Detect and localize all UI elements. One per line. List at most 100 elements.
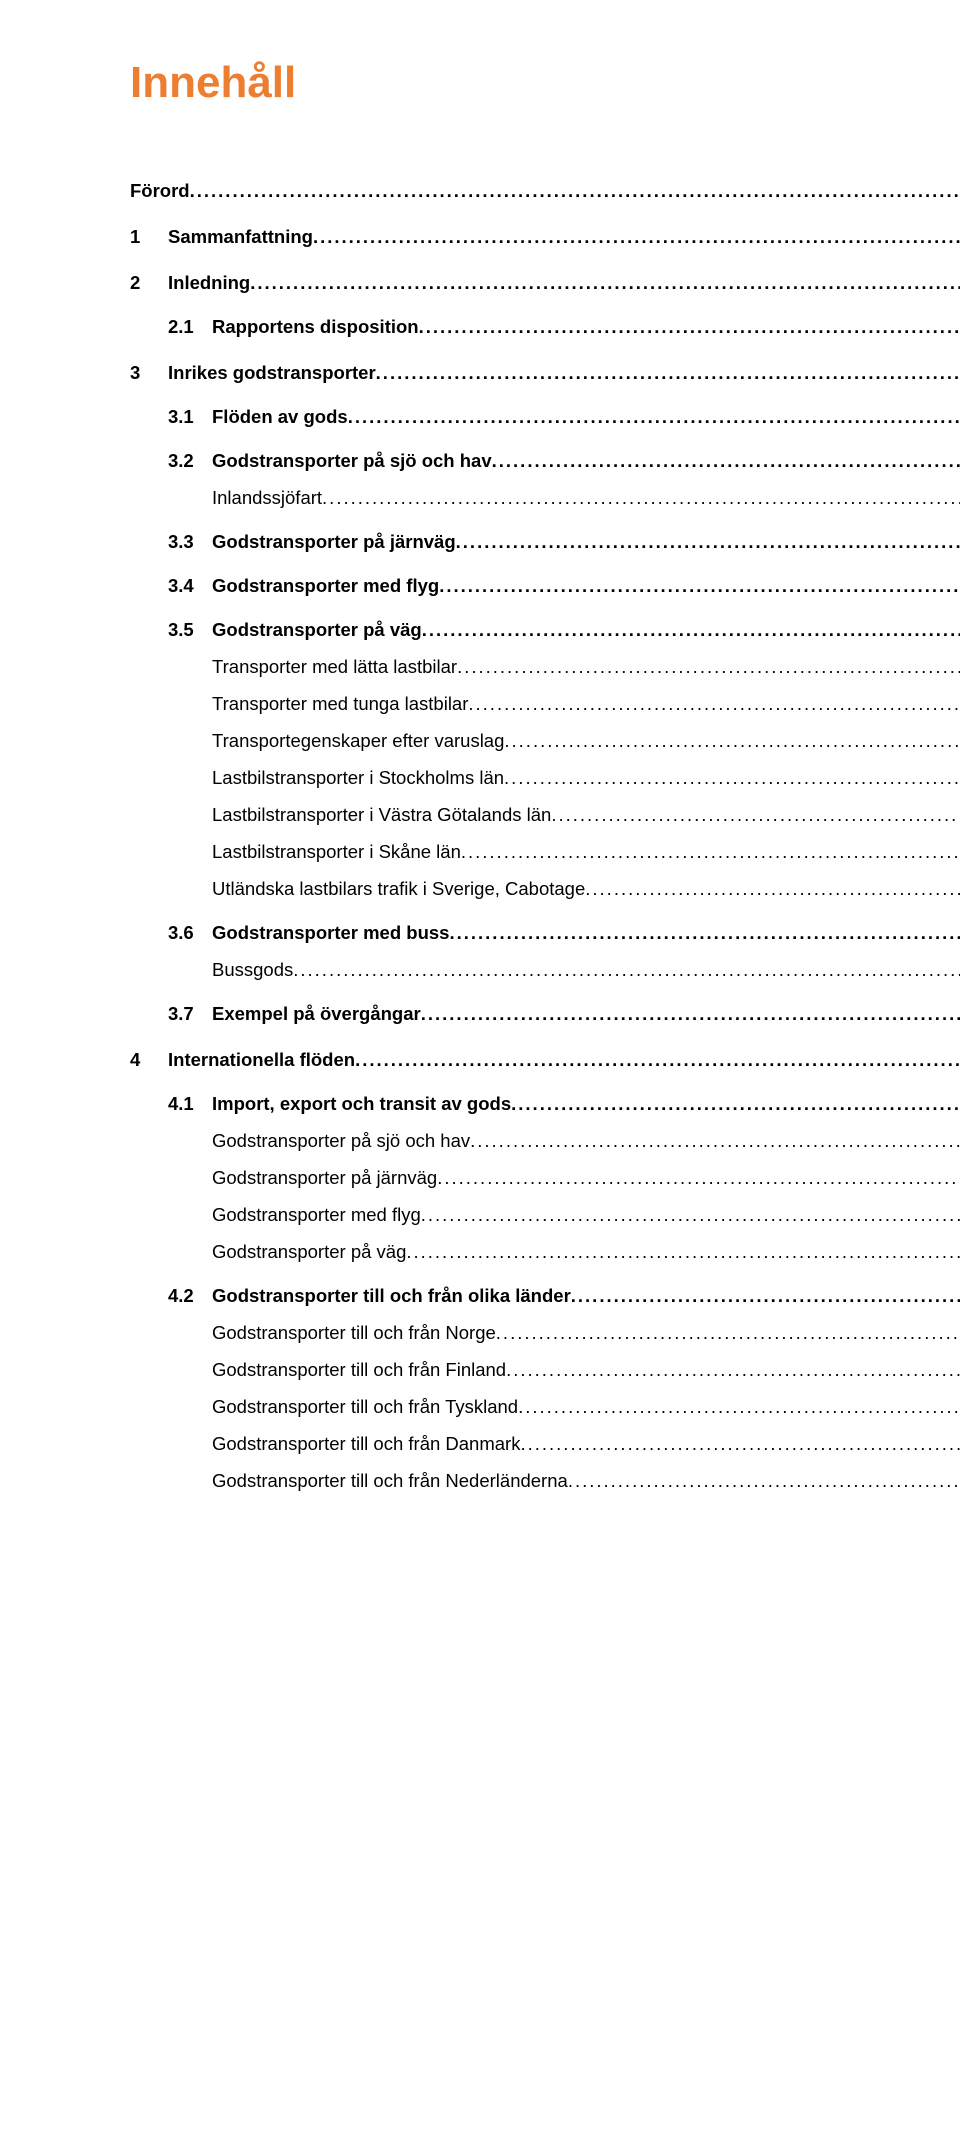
toc-text: Sammanfattning (168, 226, 313, 247)
toc-row: Utländska lastbilars trafik i Sverige, C… (130, 878, 960, 900)
toc-number: 3.5 (168, 619, 212, 641)
toc-text: Lastbilstransporter i Västra Götalands l… (212, 804, 551, 825)
toc-leader-dots (492, 450, 960, 472)
toc-row: 4.2Godstransporter till och från olika l… (130, 1285, 960, 1307)
toc-number: 3.3 (168, 531, 212, 553)
toc-row: 3Inrikes godstransporter15 (130, 362, 960, 384)
toc-label: 4.2Godstransporter till och från olika l… (168, 1285, 571, 1307)
toc-leader-dots (437, 1167, 960, 1189)
toc-number: 3.2 (168, 450, 212, 472)
toc-leader-dots (456, 531, 960, 553)
toc-row: Godstransporter på järnväg69 (130, 1167, 960, 1189)
toc-leader-dots (457, 656, 960, 678)
toc-label: Godstransporter till och från Finland (212, 1359, 506, 1381)
toc-leader-dots (406, 1241, 960, 1263)
toc-label: Lastbilstransporter i Skåne län (212, 841, 461, 863)
toc-text: Godstransporter till och från Tyskland (212, 1396, 518, 1417)
toc-text: Lastbilstransporter i Skåne län (212, 841, 461, 862)
toc-row: 2.1Rapportens disposition14 (130, 316, 960, 338)
toc-row: 2Inledning13 (130, 272, 960, 294)
toc-leader-dots (322, 487, 960, 509)
toc-leader-dots (355, 1049, 960, 1071)
toc-label: 1Sammanfattning (130, 226, 313, 248)
toc-label: Godstransporter till och från Nederlände… (212, 1470, 568, 1492)
toc-leader-dots (449, 922, 960, 944)
toc-number: 2.1 (168, 316, 212, 338)
toc-text: Flöden av gods (212, 406, 348, 427)
toc-row: 3.3Godstransporter på järnväg25 (130, 531, 960, 553)
toc-number: 1 (130, 226, 168, 248)
toc-leader-dots (518, 1396, 960, 1418)
toc-text: Transportegenskaper efter varuslag (212, 730, 504, 751)
toc-leader-dots (470, 1130, 960, 1152)
toc-text: Internationella flöden (168, 1049, 355, 1070)
toc-leader-dots (422, 619, 960, 641)
toc-leader-dots (496, 1322, 960, 1344)
toc-label: 3.7Exempel på övergångar (168, 1003, 421, 1025)
toc-leader-dots (468, 693, 960, 715)
toc-number: 3.1 (168, 406, 212, 428)
toc-label: Transporter med lätta lastbilar (212, 656, 457, 678)
toc-text: Förord (130, 180, 190, 201)
toc-leader-dots (313, 226, 960, 248)
toc-text: Lastbilstransporter i Stockholms län (212, 767, 504, 788)
toc-label: Lastbilstransporter i Västra Götalands l… (212, 804, 551, 826)
toc-leader-dots (504, 730, 960, 752)
toc-row: Lastbilstransporter i Skåne län49 (130, 841, 960, 863)
table-of-contents: Förord 3 1Sammanfattning7 2Inledning13 2.1Ra… (130, 180, 960, 1492)
toc-number: 2 (130, 272, 168, 294)
toc-row: Godstransporter med flyg70 (130, 1204, 960, 1226)
toc-number: 4.1 (168, 1093, 212, 1115)
toc-text: Godstransporter till och från Norge (212, 1322, 496, 1343)
toc-text: Godstransporter på järnväg (212, 1167, 437, 1188)
toc-label: Godstransporter till och från Norge (212, 1322, 496, 1344)
toc-text: Bussgods (212, 959, 293, 980)
toc-leader-dots (571, 1285, 960, 1307)
toc-row: Transporter med lätta lastbilar33 (130, 656, 960, 678)
toc-leader-dots (568, 1470, 960, 1492)
toc-leader-dots (461, 841, 960, 863)
toc-row: Godstransporter till och från Finland78 (130, 1359, 960, 1381)
toc-label: Godstransporter med flyg (212, 1204, 421, 1226)
toc-leader-dots (506, 1359, 960, 1381)
toc-text: Inledning (168, 272, 250, 293)
toc-label: Utländska lastbilars trafik i Sverige, C… (212, 878, 585, 900)
toc-row: 3.5Godstransporter på väg33 (130, 619, 960, 641)
toc-leader-dots (190, 180, 960, 202)
toc-text: Godstransporter till och från Finland (212, 1359, 506, 1380)
toc-label: 4.1Import, export och transit av gods (168, 1093, 511, 1115)
toc-leader-dots (511, 1093, 960, 1115)
toc-number: 4 (130, 1049, 168, 1071)
toc-label: 3.6Godstransporter med buss (168, 922, 449, 944)
toc-row: Godstransporter till och från Nederlände… (130, 1470, 960, 1492)
toc-row: Godstransporter på väg71 (130, 1241, 960, 1263)
toc-label: 3Inrikes godstransporter (130, 362, 376, 384)
toc-text: Godstransporter på sjö och hav (212, 450, 492, 471)
toc-row: Bussgods56 (130, 959, 960, 981)
toc-leader-dots (439, 575, 960, 597)
toc-label: 3.1Flöden av gods (168, 406, 348, 428)
toc-label: 3.2Godstransporter på sjö och hav (168, 450, 492, 472)
toc-text: Godstransporter till och från Danmark (212, 1433, 520, 1454)
toc-text: Godstransporter till och från olika länd… (212, 1285, 571, 1306)
toc-text: Godstransporter till och från Nederlände… (212, 1470, 568, 1491)
toc-row: 3.6Godstransporter med buss55 (130, 922, 960, 944)
toc-row: 3.2Godstransporter på sjö och hav17 (130, 450, 960, 472)
toc-row: 3.7Exempel på övergångar58 (130, 1003, 960, 1025)
toc-row: Transportegenskaper efter varuslag38 (130, 730, 960, 752)
toc-number: 3 (130, 362, 168, 384)
toc-text: Exempel på övergångar (212, 1003, 421, 1024)
toc-row: Transporter med tunga lastbilar35 (130, 693, 960, 715)
toc-label: Godstransporter på sjö och hav (212, 1130, 470, 1152)
toc-row: Lastbilstransporter i Västra Götalands l… (130, 804, 960, 826)
toc-number: 3.6 (168, 922, 212, 944)
toc-row: 1Sammanfattning7 (130, 226, 960, 248)
toc-label: 3.5Godstransporter på väg (168, 619, 422, 641)
toc-text: Utländska lastbilars trafik i Sverige, C… (212, 878, 585, 899)
toc-label: Lastbilstransporter i Stockholms län (212, 767, 504, 789)
toc-label: 3.3Godstransporter på järnväg (168, 531, 456, 553)
toc-leader-dots (504, 767, 960, 789)
toc-label: Transporter med tunga lastbilar (212, 693, 468, 715)
toc-text: Transporter med lätta lastbilar (212, 656, 457, 677)
toc-text: Import, export och transit av gods (212, 1093, 511, 1114)
